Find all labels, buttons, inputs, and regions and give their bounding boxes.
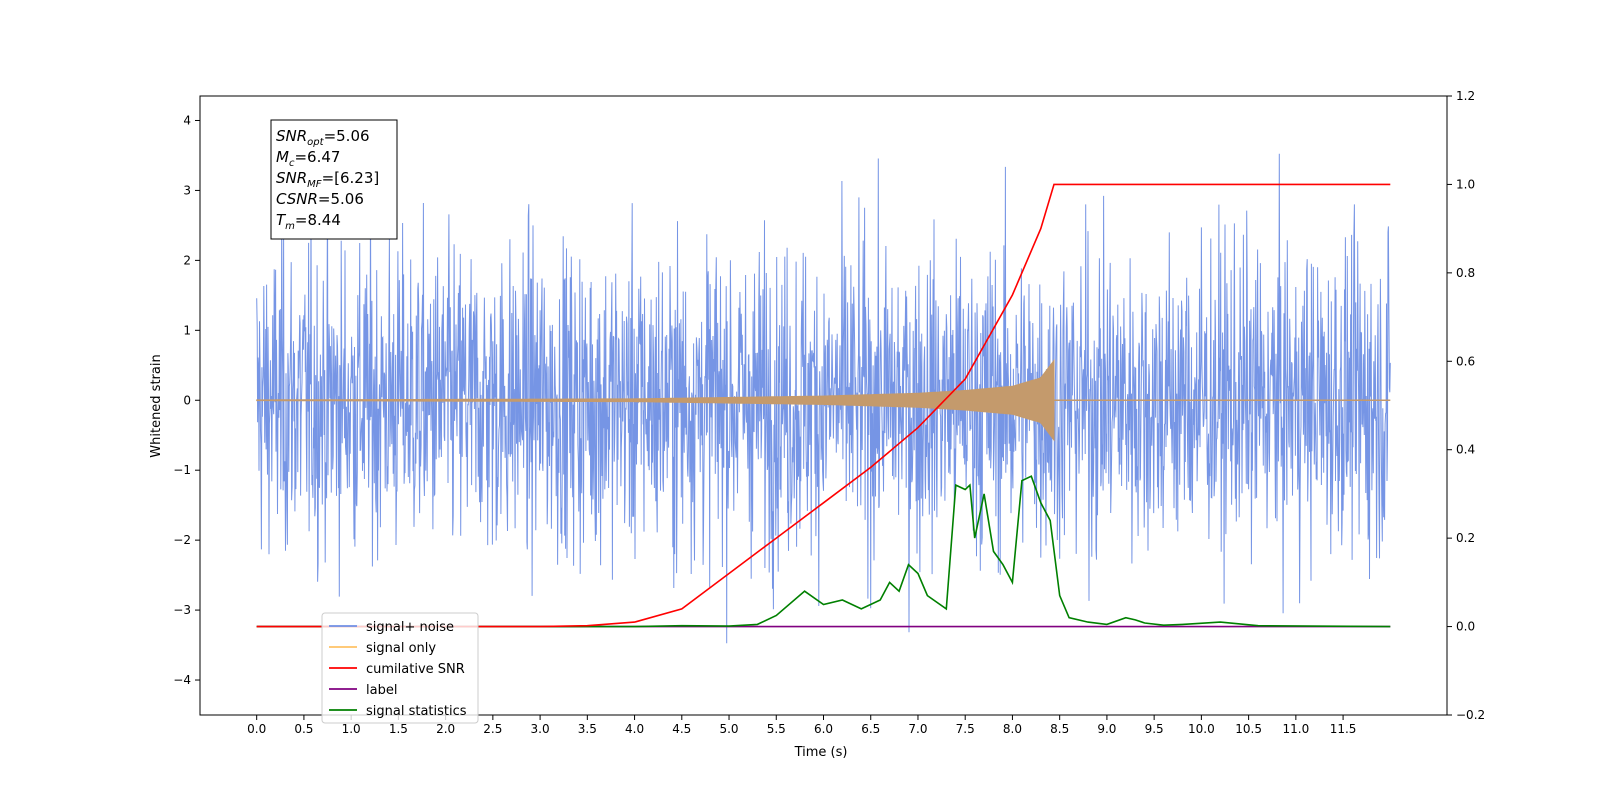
x-tick-label: 5.5 xyxy=(767,722,786,736)
x-tick-label: 6.5 xyxy=(861,722,880,736)
y-left-tick-label: 2 xyxy=(183,253,191,267)
x-tick-label: 11.5 xyxy=(1330,722,1357,736)
x-tick-label: 9.0 xyxy=(1097,722,1116,736)
x-tick-label: 10.0 xyxy=(1188,722,1215,736)
y-axis-left-ticks: 4 3 2 1 0 −1 −2 −3 −4 xyxy=(173,113,200,687)
legend-label: cumilative SNR xyxy=(366,662,465,677)
x-tick-label: 9.5 xyxy=(1145,722,1164,736)
y-left-tick-label: 3 xyxy=(183,183,191,197)
x-tick-label: 1.0 xyxy=(342,722,361,736)
signal-statistics-line xyxy=(256,475,1391,628)
annotation-line: Tm=8.44 xyxy=(276,211,341,232)
x-tick-label: 4.5 xyxy=(672,722,691,736)
x-tick-label: 2.0 xyxy=(436,722,455,736)
y-left-tick-label: −4 xyxy=(173,673,191,687)
cumulative-snr-line xyxy=(256,183,1391,628)
x-tick-label: 10.5 xyxy=(1235,722,1262,736)
x-tick-label: 0.5 xyxy=(294,722,313,736)
y-axis-right-ticks: 1.2 1.0 0.8 0.6 0.4 0.2 0.0 −0.2 xyxy=(1447,89,1485,722)
y-right-tick-label: 0.4 xyxy=(1456,443,1475,457)
annotation-line: SNRMF=[6.23] xyxy=(276,169,379,190)
y-right-tick-label: 0.2 xyxy=(1456,531,1475,545)
legend-label: signal+ noise xyxy=(366,620,454,635)
annotation-line: Mc=6.47 xyxy=(276,148,340,169)
x-tick-label: 11.0 xyxy=(1282,722,1309,736)
x-tick-label: 5.0 xyxy=(719,722,738,736)
y-axis-label: Whitened strain xyxy=(149,354,164,457)
legend-label: label xyxy=(366,683,397,698)
annotation-frame xyxy=(270,119,398,240)
x-axis-ticks: 0.0 0.5 1.0 1.5 2.0 2.5 3.0 3.5 4.0 4.5 5.0 5.5 6.0 6… xyxy=(247,715,1356,736)
y-right-tick-label: 1.2 xyxy=(1456,89,1475,103)
legend-frame xyxy=(321,612,479,724)
y-left-tick-label: 0 xyxy=(183,393,191,407)
annotation-line: CSNR=5.06 xyxy=(276,190,364,208)
y-right-tick-label: 0.0 xyxy=(1456,620,1475,634)
y-right-tick-label: 0.6 xyxy=(1456,354,1475,368)
y-right-tick-label: −0.2 xyxy=(1456,708,1485,722)
x-tick-label: 3.0 xyxy=(531,722,550,736)
x-tick-label: 8.5 xyxy=(1050,722,1069,736)
x-tick-label: 7.5 xyxy=(956,722,975,736)
y-right-tick-label: 0.8 xyxy=(1456,266,1475,280)
y-left-tick-label: 1 xyxy=(183,323,191,337)
x-tick-label: 7.0 xyxy=(908,722,927,736)
y-right-tick-label: 1.0 xyxy=(1456,177,1475,191)
x-tick-label: 4.0 xyxy=(625,722,644,736)
y-left-tick-label: −2 xyxy=(173,533,191,547)
x-axis-label: Time (s) xyxy=(794,745,848,760)
annotation-line: SNRopt=5.06 xyxy=(276,127,370,148)
legend: signal+ noise signal only cumilative SNR la… xyxy=(321,612,479,724)
legend-label: signal statistics xyxy=(366,704,467,719)
x-tick-label: 2.5 xyxy=(483,722,502,736)
x-tick-label: 6.0 xyxy=(814,722,833,736)
x-tick-label: 8.0 xyxy=(1003,722,1022,736)
legend-label: signal only xyxy=(366,641,436,656)
signal-noise-line xyxy=(256,153,1391,644)
signal-only-line xyxy=(256,358,1055,442)
y-left-tick-label: −1 xyxy=(173,463,191,477)
y-left-tick-label: 4 xyxy=(183,113,191,127)
x-tick-label: 3.5 xyxy=(578,722,597,736)
x-tick-label: 0.0 xyxy=(247,722,266,736)
y-left-tick-label: −3 xyxy=(173,603,191,617)
x-tick-label: 1.5 xyxy=(389,722,408,736)
